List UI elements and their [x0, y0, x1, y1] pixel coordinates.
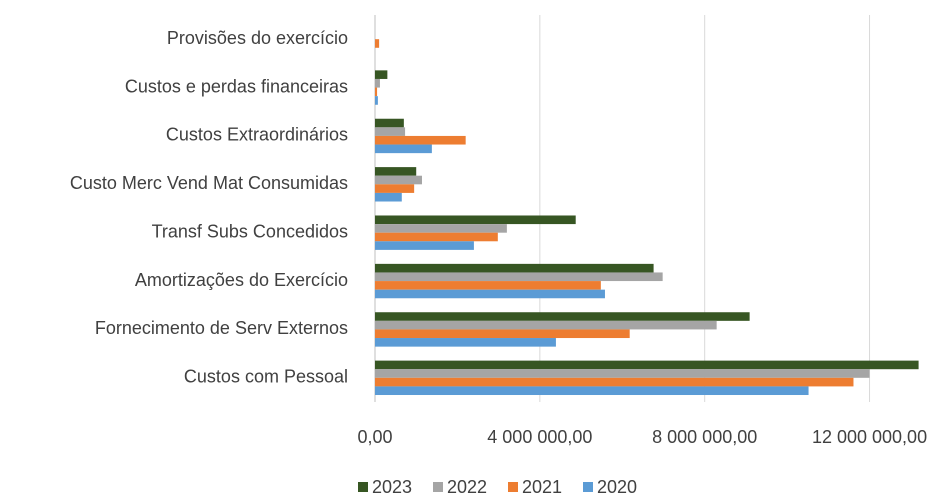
bar — [375, 360, 919, 370]
y-tick-label: Custos com Pessoal — [184, 367, 348, 387]
bar — [375, 39, 380, 48]
y-tick-label: Amortizações do Exercício — [135, 270, 348, 290]
bar — [375, 369, 870, 378]
x-tick-label: 4 000 000,00 — [487, 427, 592, 447]
bar — [375, 192, 402, 202]
bar — [375, 144, 432, 154]
y-tick-label: Custos e perdas financeiras — [125, 76, 348, 96]
y-tick-label: Transf Subs Concedidos — [152, 221, 348, 241]
bar — [375, 87, 378, 97]
bar — [375, 232, 498, 242]
bar — [375, 127, 406, 136]
legend-swatch — [358, 482, 368, 492]
bar — [375, 215, 576, 225]
legend-label: 2023 — [372, 477, 412, 496]
y-tick-label: Custos Extraordinários — [166, 125, 348, 145]
y-tick-label: Custo Merc Vend Mat Consumidas — [70, 173, 348, 193]
bar — [375, 96, 378, 105]
bar — [375, 175, 422, 185]
legend-label: 2021 — [522, 477, 562, 496]
bar — [375, 135, 466, 145]
bar — [375, 184, 415, 193]
legend-swatch — [433, 482, 443, 492]
bar — [375, 167, 417, 176]
y-tick-label: Provisões do exercício — [167, 28, 348, 48]
bar — [375, 338, 556, 347]
y-tick-label: Fornecimento de Serv Externos — [95, 318, 348, 338]
bar — [375, 118, 404, 128]
x-tick-label: 0,00 — [357, 427, 392, 447]
bar — [375, 70, 388, 79]
bar — [375, 289, 605, 299]
bar — [375, 263, 654, 273]
bar — [375, 329, 630, 339]
bar — [375, 320, 717, 330]
bar — [375, 386, 809, 396]
bar — [375, 78, 380, 88]
x-tick-label: 12 000 000,00 — [812, 427, 927, 447]
bar — [375, 272, 663, 282]
legend-label: 2022 — [447, 477, 487, 496]
x-tick-label: 8 000 000,00 — [652, 427, 757, 447]
bar — [375, 281, 601, 290]
bar — [375, 241, 474, 250]
bar — [375, 312, 750, 321]
legend-label: 2020 — [597, 477, 637, 496]
bar — [375, 224, 507, 233]
legend-swatch — [583, 482, 593, 492]
bar — [375, 377, 854, 387]
legend-swatch — [508, 482, 518, 492]
